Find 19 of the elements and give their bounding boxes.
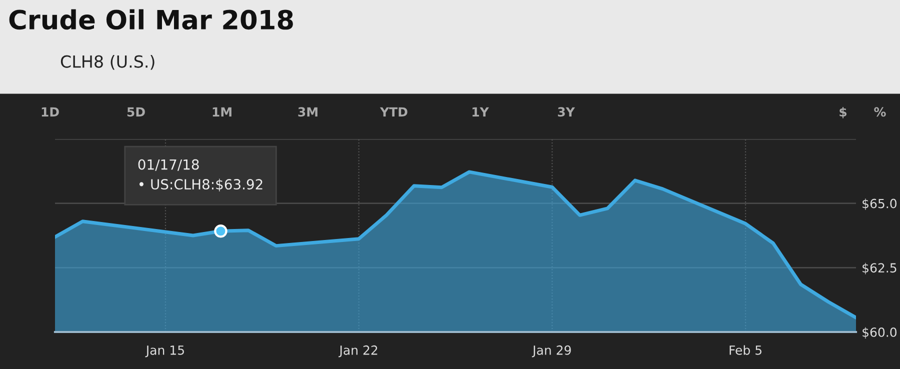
chart-title: Crude Oil Mar 2018 (9, 9, 293, 30)
x-tick-label: Jan 29 (532, 345, 571, 358)
annotation: 01/17/18 • US:CLH8:$63.92 (138, 159, 262, 192)
x-tick-label: Feb 5 (730, 345, 762, 355)
text: 1Y (472, 107, 489, 116)
text: $ (840, 106, 846, 118)
y-tick-label: $60.0 (862, 327, 897, 339)
y-tick-label: $62.5 (862, 262, 896, 274)
x-tick-label: Jan 22 (338, 345, 378, 358)
chart-subtitle: CLH8 (U.S.) (60, 54, 154, 70)
text: 3Y (558, 107, 575, 117)
text: 1D (42, 107, 59, 116)
text: 5D (127, 107, 145, 117)
x-tick-label: Jan 15 (145, 346, 184, 358)
text: 3M (298, 107, 318, 117)
text: % (874, 107, 886, 117)
y-tick-label: $65.0 (862, 198, 897, 210)
text: 1M (212, 107, 232, 116)
text: YTD (380, 107, 408, 116)
